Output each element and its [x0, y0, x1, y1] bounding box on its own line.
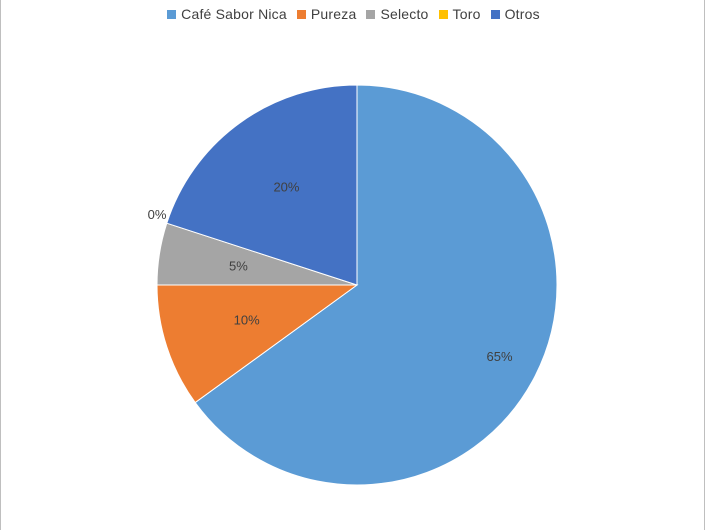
data-label-toro: 0% [148, 207, 167, 222]
pie-slices [157, 85, 557, 485]
data-label-cafe-sabor-nica: 65% [487, 349, 513, 364]
data-label-otros: 20% [273, 179, 299, 194]
data-label-selecto: 5% [229, 258, 248, 273]
data-label-pureza: 10% [234, 312, 260, 327]
